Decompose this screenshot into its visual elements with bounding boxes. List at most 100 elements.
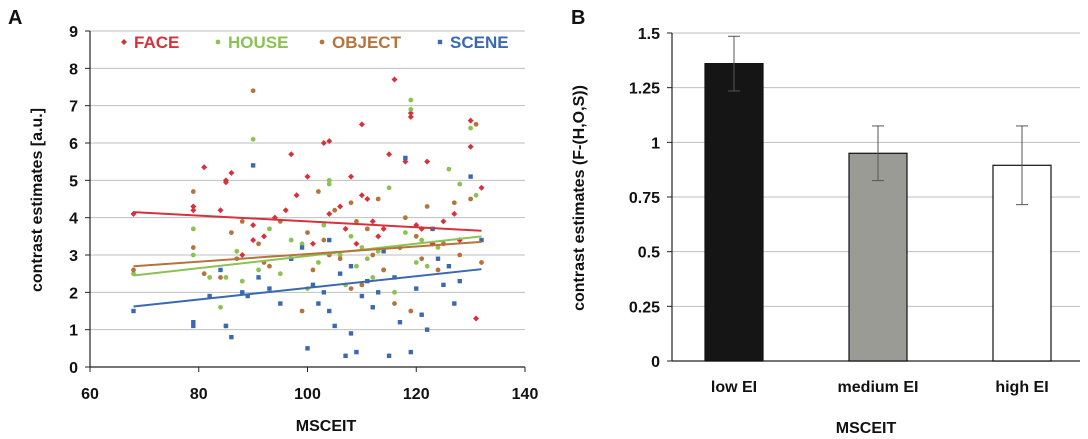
x-tick-label: 100 [294,386,321,403]
face-point [402,158,409,165]
category-label: low EI [711,379,757,396]
house-point [468,125,474,131]
house-point [288,237,294,243]
object-point [218,275,223,280]
object-point [332,207,338,213]
house-point [457,181,463,187]
y-tick-label: 0.25 [629,299,660,316]
house-point [256,267,261,273]
house-point [337,252,343,258]
object-point [359,282,365,288]
object-legend-label: OBJECT [332,33,402,52]
house-point [408,97,414,103]
panel-a-x-axis-label: MSCEIT [296,418,357,435]
object-point [256,241,261,247]
panel-b-y-ticks: 0 0.25 0.5 0.75 1 1.25 1.5 [629,26,672,371]
scene-point [348,264,354,269]
object-point [354,219,359,224]
face-point [288,151,295,158]
panel-b-bar-chart: B 0 0.25 0.5 0.75 1 1.25 1.5 low EI medium EI hi… [571,7,1080,437]
y-tick-label: 1.25 [629,81,660,98]
house-point [370,275,376,280]
scene-point [397,320,403,325]
face-point [309,240,316,247]
face-point [222,179,229,186]
panel-a-scatter-chart: A 0 1 2 3 4 5 6 7 8 9 60 80 100 120 140 FACE HOUSE OBJE… [8,7,538,435]
scene-point [245,293,250,299]
scene-point [223,323,229,329]
object-point [364,226,370,232]
object-point [190,245,196,250]
y-tick-label: 9 [69,24,78,41]
face-point [326,138,333,145]
object-point [457,252,463,258]
house-legend-marker [215,39,221,45]
face-point [190,203,197,210]
object-point [305,230,310,236]
object-point [299,308,305,314]
face-point [304,173,311,180]
object-legend-marker [319,39,325,45]
face-legend-marker [121,39,127,45]
house-point [386,185,392,191]
house-point [419,237,425,243]
house-point [408,107,414,112]
house-point [435,245,441,250]
face-trendline [133,211,482,232]
scene-point [191,320,196,325]
y-tick-label: 2 [69,285,78,302]
house-point [250,136,256,142]
house-point [218,304,223,310]
scene-point [435,256,441,261]
y-tick-label: 0.75 [629,190,660,207]
object-point [424,204,430,209]
scene-point [332,323,337,329]
y-tick-label: 7 [69,99,78,116]
face-point [201,164,208,171]
scene-point [403,155,408,161]
scene-point [424,327,430,332]
face-point [478,184,485,191]
face-point [326,210,333,217]
panel-b-category-labels: low EI medium EI high EI [711,379,1049,396]
object-point [479,260,484,265]
house-point [190,252,196,258]
scene-point [381,249,386,254]
house-point [413,260,419,265]
scene-point [229,334,234,340]
object-point [381,267,387,273]
panel-a-x-ticks: 60 80 100 120 140 [81,367,538,403]
y-tick-label: 0 [651,354,660,371]
house-point [326,177,332,183]
y-tick-label: 4 [69,211,78,228]
face-point [261,233,267,240]
x-tick-label: 80 [190,386,208,403]
face-point [250,222,257,229]
face-point [451,210,458,217]
panel-b-y-axis-label: contrast estimates (F-(H,O,S)) [571,85,588,311]
scene-point [305,346,310,351]
scene-point [446,264,452,269]
face-point [467,117,474,124]
face-point [353,240,360,247]
object-point [190,189,196,194]
object-point [228,230,234,236]
object-point [413,233,419,239]
face-point [364,196,371,202]
category-label: medium EI [838,379,919,396]
face-point [391,76,398,83]
scene-point [321,290,327,295]
face-legend-label: FACE [134,33,179,52]
x-tick-label: 120 [403,386,430,403]
object-point [392,301,397,306]
face-point [467,143,474,150]
face-point [320,140,327,146]
scene-legend-marker [437,39,443,45]
house-point [299,241,305,247]
scene-point [370,305,375,310]
face-point [282,207,289,214]
y-tick-label: 1 [651,135,660,152]
object-point [473,121,479,127]
panel-a-letter: A [8,7,22,29]
face-point [424,158,431,165]
